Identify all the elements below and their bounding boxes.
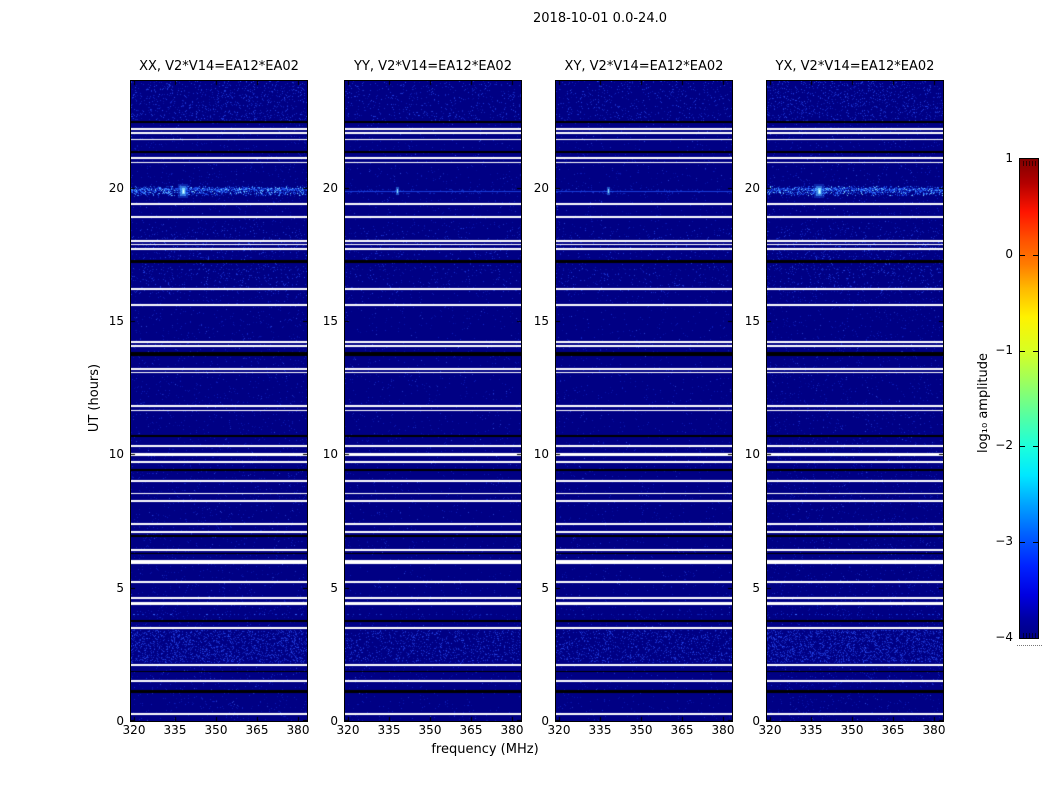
x-tick-label: 350 [204,723,228,737]
x-tick-label: 365 [245,723,269,737]
colorbar-tick-mark [1033,446,1038,447]
x-tick-label: 380 [711,723,735,737]
spectrogram-xx [130,80,308,722]
x-tick-label: 350 [629,723,653,737]
spectrogram-yx [766,80,944,722]
y-tick-label: 20 [322,180,338,195]
x-tick-label: 380 [500,723,524,737]
x-tick-label: 350 [418,723,442,737]
y-tick-label: 0 [330,714,338,728]
panel-xy: XY, V2*V14=EA12*EA02 0 5 10 15 20 320 335 350 36… [534,59,735,737]
x-tick-label: 335 [588,723,612,737]
panel-title-yx: YX, V2*V14=EA12*EA02 [775,59,935,74]
panel-title-yy: YY, V2*V14=EA12*EA02 [354,59,512,74]
x-tick-label: 365 [881,723,905,737]
panel-title-xy: XY, V2*V14=EA12*EA02 [564,59,724,74]
y-tick-label: 5 [116,580,124,595]
y-tick-label: 0 [752,714,760,728]
colorbar-tick-mark [1033,255,1038,256]
x-tick-label: 335 [377,723,401,737]
y-tick-label: 0 [116,714,124,728]
colorbar-tick-label: −3 [995,534,1013,549]
x-tick-label: 320 [547,723,571,737]
x-tick-label: 335 [799,723,823,737]
colorbar-extend-dots [1017,645,1042,646]
colorbar-tick-label: −4 [995,630,1013,644]
y-tick-label: 15 [108,314,124,328]
colorbar-tick-mark [1020,255,1025,256]
y-tick-label: 10 [744,447,760,462]
colorbar-tick-mark [1033,351,1038,352]
colorbar-tick-label: 1 [1005,151,1013,165]
colorbar-tick-label: −2 [995,438,1013,453]
colorbar-tick-mark [1020,446,1025,447]
y-tick-label: 15 [533,314,549,328]
y-tick-label: 5 [541,580,549,595]
x-tick-label: 320 [336,723,360,737]
y-tick-label: 5 [330,580,338,595]
x-tick-label: 320 [122,723,146,737]
colorbar-top-hatch-icon [1023,161,1037,166]
x-tick-label: 380 [286,723,310,737]
y-tick-label: 10 [322,447,338,462]
x-tick-label: 380 [922,723,946,737]
colorbar-gradient [1019,158,1039,639]
x-tick-label: 350 [840,723,864,737]
colorbar-tick-mark [1020,351,1025,352]
x-axis-label: frequency (MHz) [431,742,539,757]
colorbar-tick-label: 0 [1005,246,1013,261]
y-tick-label: 15 [744,314,760,328]
panel-title-xx: XX, V2*V14=EA12*EA02 [139,59,299,74]
panel-yx: YX, V2*V14=EA12*EA02 0 5 10 15 20 320 335 350 36… [745,59,946,737]
y-tick-label: 10 [108,447,124,462]
spectrogram-xy [555,80,733,722]
x-tick-label: 335 [163,723,187,737]
panel-xx: XX, V2*V14=EA12*EA02 0 5 10 15 20 320 335 350 36… [109,59,310,737]
y-tick-label: 15 [322,314,338,328]
x-tick-label: 365 [459,723,483,737]
y-tick-label: 20 [533,180,549,195]
y-tick-label: 5 [752,580,760,595]
y-axis-label: UT (hours) [87,363,102,433]
y-tick-label: 0 [541,714,549,728]
x-tick-label: 365 [670,723,694,737]
y-tick-label: 20 [108,180,124,195]
colorbar-bottom-hatch-icon [1023,633,1037,638]
colorbar-tick-mark [1020,542,1025,543]
y-tick-label: 20 [744,180,760,195]
x-tick-label: 320 [758,723,782,737]
spectrogram-yy [344,80,522,722]
panel-yy: YY, V2*V14=EA12*EA02 0 5 10 15 20 320 335 350 36… [323,59,524,737]
figure-title: 2018-10-01 0.0-24.0 [533,11,667,26]
y-tick-label: 10 [533,447,549,462]
colorbar-tick-label: −1 [995,342,1013,357]
colorbar-tick-mark [1033,542,1038,543]
